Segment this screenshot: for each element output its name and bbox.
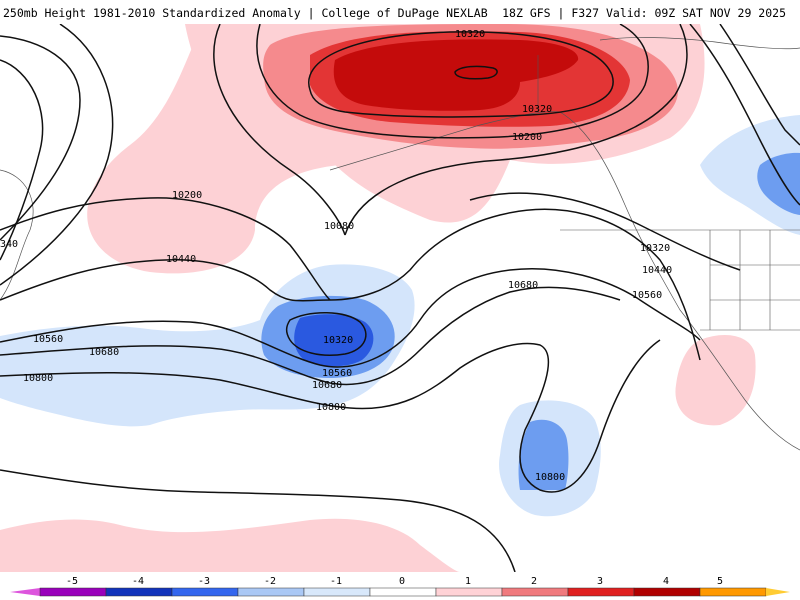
contour-label: 10200 <box>172 190 202 201</box>
contour-labels: 10320 10320 10200 10200 10080 10440 1032… <box>0 29 672 483</box>
contour-label: 10680 <box>89 347 119 358</box>
legend-swatch <box>237 587 305 597</box>
state-lines <box>709 230 800 330</box>
coastline-asia <box>0 169 34 301</box>
contour-10680 <box>0 286 621 386</box>
legend-tick-label: -5 <box>66 576 78 587</box>
contour-10320-ridge-center <box>454 65 498 80</box>
contour-label: 10560 <box>632 290 662 301</box>
contour-label: 10800 <box>535 472 565 483</box>
anomaly-pos1-west-north <box>185 24 270 120</box>
map-header: 250mb Height 1981-2010 Standardized Anom… <box>0 0 800 24</box>
contour-10320-ridge <box>308 31 614 118</box>
contour-west-edge-2 <box>0 59 44 261</box>
legend-ticks: -5 -4 -3 -2 -1 0 1 2 3 4 5 <box>66 576 723 587</box>
legend-swatch <box>435 587 503 597</box>
map-title: 250mb Height 1981-2010 Standardized Anom… <box>3 6 488 20</box>
contour-label: 10320 <box>323 335 353 346</box>
legend-tick-label: 5 <box>717 576 723 587</box>
model-run-info: 18Z GFS | F327 Valid: 09Z SAT NOV 29 202… <box>502 6 786 20</box>
contour-label: 10560 <box>33 334 63 345</box>
legend-arrow-right <box>766 588 790 596</box>
contour-10800 <box>0 339 661 493</box>
contour-10320-trough <box>285 312 367 356</box>
anomaly-color-legend: -5 -4 -3 -2 -1 0 1 2 3 4 5 <box>10 576 790 597</box>
legend-tick-label: 0 <box>399 576 405 587</box>
contour-label: 10320 <box>522 104 552 115</box>
contour-label: 10440 <box>166 254 196 265</box>
legend-tick-label: 3 <box>597 576 603 587</box>
legend-swatch <box>567 587 635 597</box>
legend-tick-label: 1 <box>465 576 471 587</box>
contour-10320-east <box>469 192 741 271</box>
legend-tick-label: -1 <box>330 576 342 587</box>
contour-10080-ridge <box>213 24 688 236</box>
legend-tick-label: 4 <box>663 576 669 587</box>
contour-label: 10080 <box>324 221 354 232</box>
legend-swatch <box>171 587 239 597</box>
contour-west-edge-3 <box>0 24 114 286</box>
contour-label: 10680 <box>312 380 342 391</box>
legend-tick-label: -3 <box>198 576 210 587</box>
legend-swatch <box>39 587 107 597</box>
contour-10200-ridge <box>256 24 649 139</box>
contour-label: 10440 <box>642 265 672 276</box>
height-contours <box>0 24 800 572</box>
contour-north-east <box>689 24 800 206</box>
anomaly-neg2-south <box>518 419 569 490</box>
legend-tick-label: -2 <box>264 576 276 587</box>
contour-label: 10320 <box>640 243 670 254</box>
legend-tick-label: -4 <box>132 576 144 587</box>
legend-swatch <box>501 587 569 597</box>
contour-west-edge-1 <box>0 35 81 241</box>
legend-swatch <box>105 587 173 597</box>
boundaries <box>537 55 800 331</box>
contour-label: 10680 <box>508 280 538 291</box>
contour-10560 <box>0 268 701 368</box>
contour-label: 10200 <box>512 132 542 143</box>
anomaly-pos1-baja <box>675 335 756 426</box>
contour-label: 10560 <box>322 368 352 379</box>
legend-swatch <box>633 587 701 597</box>
coastlines <box>0 37 800 451</box>
contour-label: 10320 <box>455 29 485 40</box>
anomaly-map: 10320 10320 10200 10200 10080 10440 1032… <box>0 24 800 572</box>
legend-tick-label: 2 <box>531 576 537 587</box>
contour-label: 10800 <box>23 373 53 384</box>
contour-north-east-2 <box>719 24 800 146</box>
legend-color-bar <box>10 587 790 597</box>
contour-10800-south <box>0 469 516 572</box>
anomaly-neg2-east <box>757 152 800 215</box>
coastline-arctic <box>599 37 800 50</box>
contour-label: 10800 <box>316 402 346 413</box>
legend-swatch <box>699 587 767 597</box>
legend-swatch <box>369 587 437 597</box>
coastline-northamerica <box>559 111 800 451</box>
legend-arrow-left <box>10 588 40 596</box>
contour-10200-west <box>0 197 331 301</box>
coastline-alaska <box>329 111 561 171</box>
contour-10440 <box>0 208 701 361</box>
contour-label: 340 <box>0 239 18 250</box>
legend-swatch <box>303 587 371 597</box>
anomaly-pos1-south <box>0 518 460 572</box>
anomaly-neg1-east <box>700 115 800 235</box>
